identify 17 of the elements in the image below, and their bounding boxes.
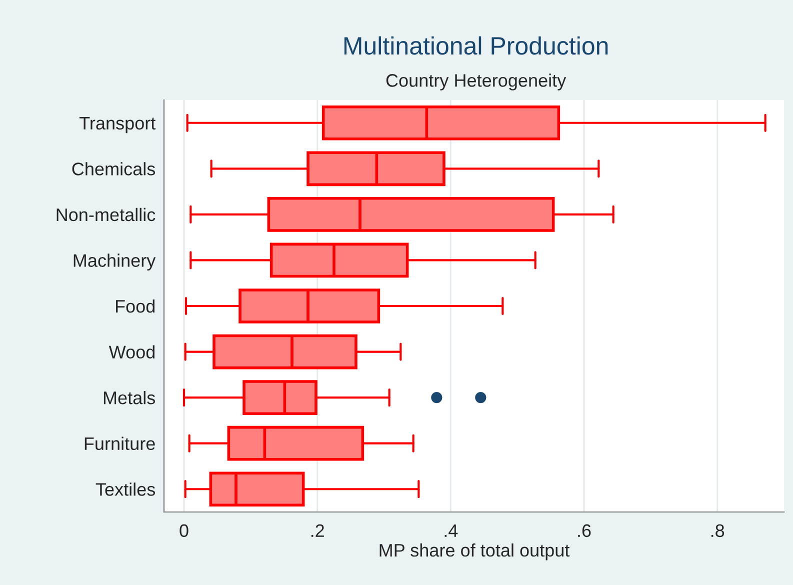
y-tick-label: Non-metallic (56, 208, 156, 222)
y-tick-label: Wood (108, 345, 155, 358)
y-tick-label: Textiles (96, 482, 156, 496)
x-tick-label: .2 (311, 524, 324, 537)
y-tick-label: Metals (104, 391, 156, 404)
x-tick-label: .8 (711, 524, 724, 538)
y-tick-label: Chemicals (72, 162, 156, 176)
x-axis-title: MP share of total output (380, 543, 570, 560)
chart-subtitle: Country Heterogeneity (386, 74, 566, 90)
x-tick-label: .4 (444, 524, 458, 537)
y-tick-label: Food (116, 299, 155, 313)
y-tick-label: Transport (79, 117, 156, 134)
x-tick-label: 0 (180, 524, 188, 538)
x-tick-label: .6 (578, 524, 591, 538)
y-tick-label: Furniture (84, 436, 155, 450)
y-tick-label: Machinery (74, 254, 156, 271)
chart-title: Multinational Production (344, 36, 608, 55)
